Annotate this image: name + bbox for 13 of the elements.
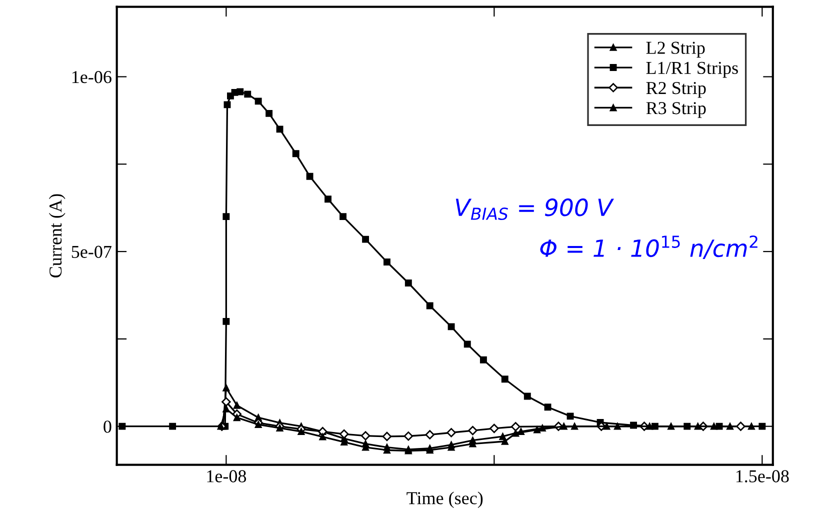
- y-axis-title: Current (A): [48, 194, 66, 278]
- y-tick-label: 5e-07: [72, 246, 112, 258]
- legend-label: R3 Strip: [646, 102, 706, 118]
- x-tick-label: 1e-08: [207, 470, 246, 482]
- y-tick-label: 1e-06: [72, 70, 112, 84]
- legend-label: L1/R1 Strips: [646, 62, 738, 78]
- y-tick-label: 0: [104, 420, 112, 433]
- x-axis-title: Time (sec): [406, 492, 483, 508]
- annotation: Φ = 1 · 10$^{15}$ n/cm$^{2}$: [540, 235, 758, 259]
- annotation: V$_{BIAS}$ = 900 V: [456, 198, 614, 220]
- legend-label: L2 Strip: [646, 42, 705, 58]
- legend-label: R2 Strip: [646, 82, 706, 98]
- x-tick-label: 1.5e-08: [736, 470, 789, 482]
